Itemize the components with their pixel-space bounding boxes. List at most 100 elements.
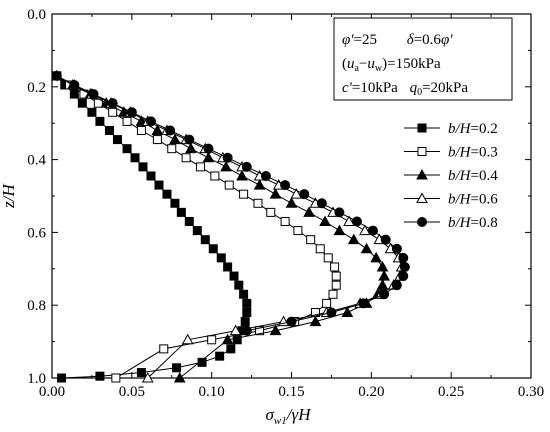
axes: 0.00 0.05 0.10 0.15 0.20 0.25 0.30 0.0 0.2 0.4 0.6… — [27, 7, 544, 400]
data-point — [343, 215, 355, 226]
data-point — [216, 253, 226, 263]
data-point — [111, 373, 121, 383]
data-point — [138, 162, 148, 172]
data-point — [223, 262, 233, 272]
data-point — [316, 198, 327, 209]
data-point — [285, 197, 298, 208]
data-point — [367, 225, 378, 236]
data-point — [322, 298, 332, 308]
series-3 — [50, 69, 390, 383]
data-point — [159, 344, 169, 354]
data-point — [232, 335, 242, 345]
y-tick-label: 1.0 — [27, 371, 46, 387]
data-point — [309, 315, 322, 327]
data-point — [239, 289, 249, 299]
data-point — [331, 271, 341, 281]
x-tick-label: 0.00 — [39, 384, 65, 400]
data-point — [222, 152, 233, 163]
data-point — [242, 307, 252, 317]
legend-label: b/H=0.4 — [448, 168, 498, 184]
data-point — [184, 134, 195, 145]
data-point — [376, 279, 389, 290]
data-point — [202, 151, 215, 163]
data-point — [77, 98, 87, 108]
data-point — [241, 161, 252, 172]
data-point — [280, 180, 291, 191]
data-point — [323, 253, 333, 263]
data-point — [130, 153, 140, 163]
y-axis-label: z/H — [0, 182, 18, 208]
data-point — [87, 107, 97, 117]
data-point — [181, 333, 194, 345]
legend-label: b/H=0.6 — [448, 192, 498, 208]
data-point — [224, 180, 234, 190]
legend-label: b/H=0.2 — [448, 121, 498, 137]
data-point — [192, 226, 202, 236]
y-tick-label: 0.4 — [27, 153, 46, 169]
data-point — [122, 116, 132, 126]
data-point — [112, 135, 122, 145]
data-point — [69, 89, 79, 99]
data-point — [51, 70, 62, 81]
data-point — [253, 198, 263, 208]
annotation-line-2: (ua−uw)=150kPa — [342, 56, 441, 74]
data-point — [398, 271, 409, 282]
data-point — [126, 107, 137, 118]
annotation-line-3: c'=10kPa q0=20kPa — [342, 80, 468, 98]
data-point — [379, 289, 390, 300]
legend-marker — [416, 192, 428, 203]
data-point — [185, 142, 197, 154]
data-point — [290, 188, 303, 199]
legend: b/H=0.2 b/H=0.3 b/H=0.4 b/H=0.6 b/H=0.8 — [404, 121, 498, 231]
data-point — [280, 216, 290, 226]
data-point — [167, 144, 177, 154]
data-point — [266, 207, 276, 217]
data-point — [95, 116, 105, 126]
data-point — [136, 368, 146, 378]
data-point — [391, 280, 402, 291]
legend-item: b/H=0.6 — [404, 192, 498, 208]
data-point — [136, 125, 146, 135]
x-tick-label: 0.15 — [278, 384, 304, 400]
data-point — [229, 324, 242, 336]
legend-item: b/H=0.3 — [404, 145, 498, 161]
data-point — [152, 135, 162, 145]
data-point — [162, 189, 172, 199]
data-point — [88, 89, 99, 100]
y-tick-label: 0.0 — [27, 7, 46, 23]
data-point — [260, 170, 271, 181]
annotation-box — [333, 17, 513, 101]
data-point — [378, 270, 390, 281]
data-point — [239, 189, 249, 199]
data-point — [351, 216, 362, 227]
x-tick-label: 0.20 — [358, 384, 384, 400]
data-point — [154, 180, 164, 190]
data-point — [255, 326, 265, 336]
data-point — [226, 344, 236, 354]
data-point — [241, 325, 252, 336]
y-tick-label: 0.2 — [27, 80, 46, 96]
data-point — [203, 143, 214, 154]
series-4 — [50, 69, 408, 383]
legend-marker — [417, 217, 427, 227]
series-line — [56, 75, 403, 379]
data-point — [108, 107, 118, 117]
data-point — [145, 116, 156, 127]
data-point — [146, 171, 156, 181]
x-tick-label: 0.30 — [518, 384, 544, 400]
data-point — [341, 306, 354, 317]
data-point — [269, 324, 282, 336]
data-point — [69, 79, 80, 90]
parameter-annotation: φ'=25 δ=0.6φ' (ua−uw)=150kPa c'=10kPa q0… — [333, 17, 513, 101]
data-point — [172, 363, 182, 373]
data-point — [242, 298, 252, 308]
data-point — [391, 243, 402, 254]
data-point — [398, 252, 409, 263]
x-tick-label: 0.05 — [119, 384, 145, 400]
data-point — [104, 125, 114, 135]
data-point — [234, 280, 244, 290]
data-point — [184, 216, 194, 226]
data-point — [358, 298, 369, 309]
legend-label: b/H=0.8 — [448, 215, 498, 231]
